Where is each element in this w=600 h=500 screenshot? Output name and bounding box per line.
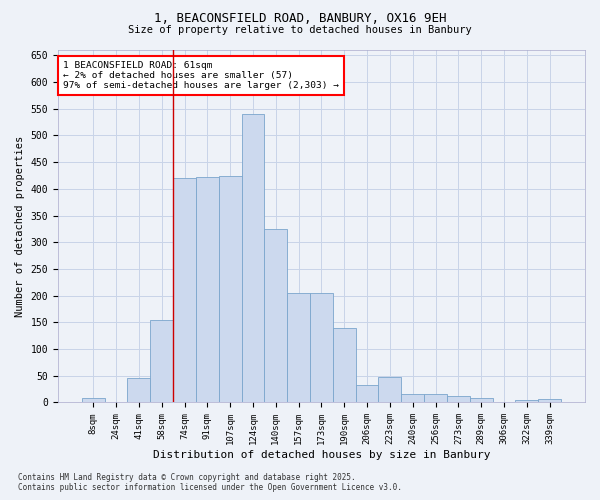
Bar (151, 320, 173, 402)
Bar (287, 293, 310, 403)
Bar (401, 394, 424, 402)
Bar (538, 398, 561, 402)
Bar (470, 398, 493, 402)
Y-axis label: Number of detached properties: Number of detached properties (15, 136, 25, 317)
Bar (127, 378, 151, 402)
Bar (379, 377, 401, 402)
Bar (333, 328, 356, 402)
Bar (173, 178, 196, 402)
Text: 1, BEACONSFIELD ROAD, BANBURY, OX16 9EH: 1, BEACONSFIELD ROAD, BANBURY, OX16 9EH (154, 12, 446, 26)
Bar (424, 394, 447, 402)
Bar (242, 114, 265, 403)
Bar (219, 176, 242, 402)
Text: 1 BEACONSFIELD ROAD: 61sqm
← 2% of detached houses are smaller (57)
97% of semi-: 1 BEACONSFIELD ROAD: 61sqm ← 2% of detac… (63, 60, 339, 90)
Bar (265, 229, 287, 402)
Text: Contains HM Land Registry data © Crown copyright and database right 2025.
Contai: Contains HM Land Registry data © Crown c… (18, 473, 402, 492)
Bar (82, 398, 104, 402)
Bar (447, 396, 470, 402)
Text: Size of property relative to detached houses in Banbury: Size of property relative to detached ho… (128, 25, 472, 35)
Bar (356, 386, 379, 402)
Bar (515, 400, 538, 402)
X-axis label: Distribution of detached houses by size in Banbury: Distribution of detached houses by size … (153, 450, 490, 460)
Bar (196, 177, 219, 402)
Bar (310, 293, 333, 403)
